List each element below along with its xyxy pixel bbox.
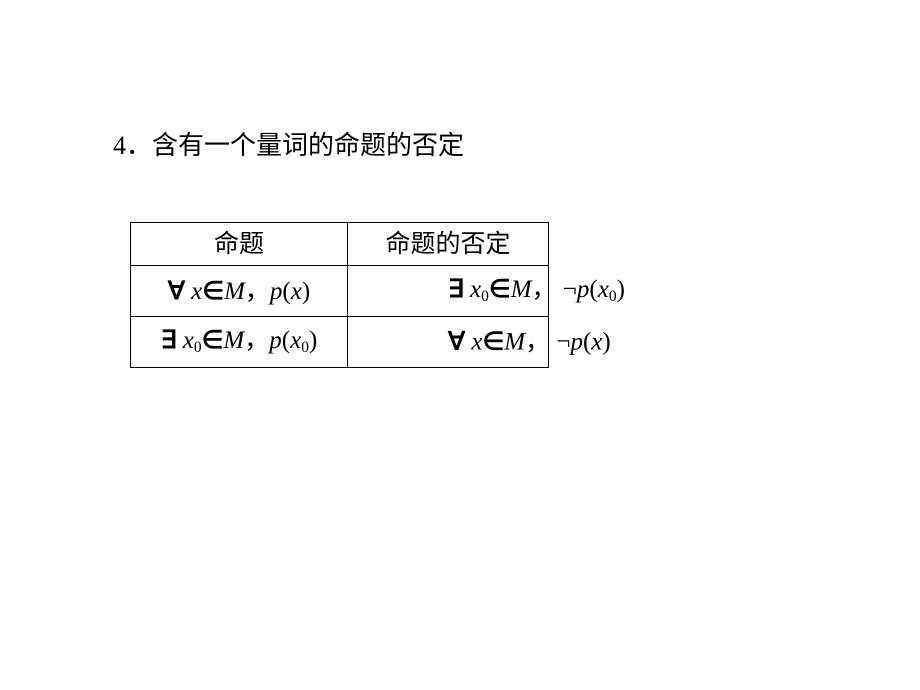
table-row: ∀ x∈M，p(x) ∃ x0∈M， ¬p(x0) xyxy=(131,266,549,317)
header-proposition: 命题 xyxy=(131,223,348,266)
header-negation: 命题的否定 xyxy=(348,223,549,266)
cell-proposition-universal: ∀ x∈M，p(x) xyxy=(131,266,348,317)
table-header-row: 命题 命题的否定 xyxy=(131,223,549,266)
cell-proposition-existential: ∃ x0∈M，p(x0) xyxy=(131,317,348,368)
math-forall-px: ∀ x∈M，p(x) xyxy=(168,278,310,305)
section-heading: 4．含有一个量词的命题的否定 xyxy=(113,130,464,161)
cell-negation-existential: ∃ x0∈M， ¬p(x0) xyxy=(348,266,549,317)
negation-table: 命题 命题的否定 ∀ x∈M，p(x) ∃ x0∈M， ¬p(x0) ∃ x0∈… xyxy=(130,222,549,368)
math-forall-not-px: ∀ x∈M， ¬p(x) xyxy=(448,330,611,355)
math-exists-not-px0: ∃ x0∈M， ¬p(x0) xyxy=(448,277,625,305)
cell-negation-universal: ∀ x∈M， ¬p(x) xyxy=(348,317,549,368)
math-exists-px0: ∃ x0∈M，p(x0) xyxy=(161,327,318,354)
page: 4．含有一个量词的命题的否定 命题 命题的否定 ∀ x∈M，p(x) ∃ x0∈… xyxy=(0,0,920,690)
table-row: ∃ x0∈M，p(x0) ∀ x∈M， ¬p(x) xyxy=(131,317,549,368)
negation-table-wrap: 命题 命题的否定 ∀ x∈M，p(x) ∃ x0∈M， ¬p(x0) ∃ x0∈… xyxy=(130,222,549,368)
